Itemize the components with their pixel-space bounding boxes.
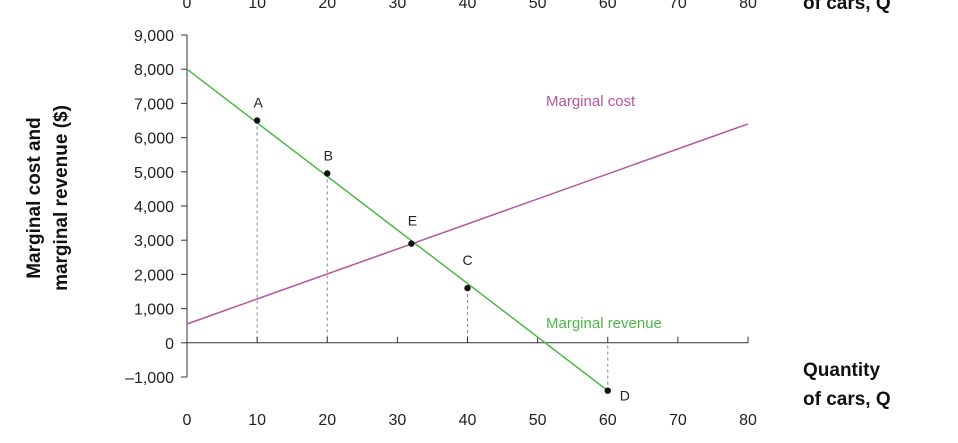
point-C (464, 284, 471, 292)
y-axis-title-line-2: marginal revenue ($) (51, 105, 72, 291)
x-axis-title-line-2: of cars, Q (803, 389, 891, 410)
x-tick-label-7: 70 (669, 412, 687, 429)
x-ticks: 0 10 20 30 40 50 60 70 80 (183, 336, 757, 429)
series-label-marginal-revenue: Marginal revenue (546, 315, 662, 332)
series-line-marginal-cost (186, 123, 749, 325)
point-E (408, 240, 415, 247)
point-A (253, 117, 261, 124)
series-labels: Marginal revenue Marginal cost (546, 93, 662, 332)
x-tick-label-3: 30 (388, 412, 406, 429)
top-tick-label-5: 50 (529, 0, 547, 12)
x-tick-label-2: 20 (318, 412, 336, 429)
y-tick-label-7: 2,000 (134, 267, 174, 284)
y-tick-label-4: 5,000 (134, 165, 174, 182)
top-tick-label-2: 20 (318, 0, 336, 12)
x-tick-label-4: 40 (459, 412, 477, 429)
y-axis-title-line-1: Marginal cost and (24, 117, 45, 279)
y-tick-label-1: 8,000 (134, 62, 174, 79)
top-cut-axis: 0 10 20 30 40 50 60 70 80 of cars, Q (183, 0, 891, 14)
data-points: A B E C D (253, 95, 629, 404)
top-tick-label-3: 30 (388, 0, 406, 12)
top-tick-label-1: 10 (248, 0, 266, 12)
top-tick-label-0: 0 (183, 0, 192, 12)
x-tick-label-0: 0 (183, 412, 192, 429)
series-label-marginal-cost: Marginal cost (546, 93, 636, 110)
top-tick-label-6: 60 (599, 0, 617, 12)
y-tick-label-0: 9,000 (134, 28, 174, 45)
y-tick-label-2: 7,000 (134, 96, 174, 113)
y-tick-label-6: 3,000 (134, 233, 174, 250)
y-tick-label-9: 0 (165, 336, 174, 353)
x-tick-label-5: 50 (529, 412, 547, 429)
x-tick-label-6: 60 (599, 412, 617, 429)
point-label-D: D (620, 388, 630, 404)
top-tick-label-4: 40 (459, 0, 477, 12)
y-ticks: 9,000 8,000 7,000 6,000 5,000 4,000 3,000 2,000… (125, 28, 187, 387)
point-label-E: E (408, 213, 417, 229)
point-label-A: A (253, 95, 263, 111)
x-tick-label-8: 80 (739, 412, 757, 429)
top-tick-label-8: 80 (739, 0, 757, 12)
top-tick-label-7: 70 (669, 0, 687, 12)
point-label-B: B (324, 148, 333, 164)
droplines (256, 120, 609, 391)
y-tick-label-3: 6,000 (134, 131, 174, 148)
x-axis-title-line-1: Quantity (803, 360, 880, 381)
point-label-C: C (462, 252, 472, 268)
point-B (324, 170, 331, 177)
y-tick-label-10: –1,000 (125, 370, 174, 387)
point-D (604, 387, 611, 394)
y-tick-label-5: 4,000 (134, 199, 174, 216)
x-tick-label-1: 10 (248, 412, 266, 429)
axis-titles: Quantity of cars, Q Marginal cost and margi… (24, 105, 891, 410)
y-tick-label-8: 1,000 (134, 302, 174, 319)
top-axis-title: of cars, Q (803, 0, 891, 14)
